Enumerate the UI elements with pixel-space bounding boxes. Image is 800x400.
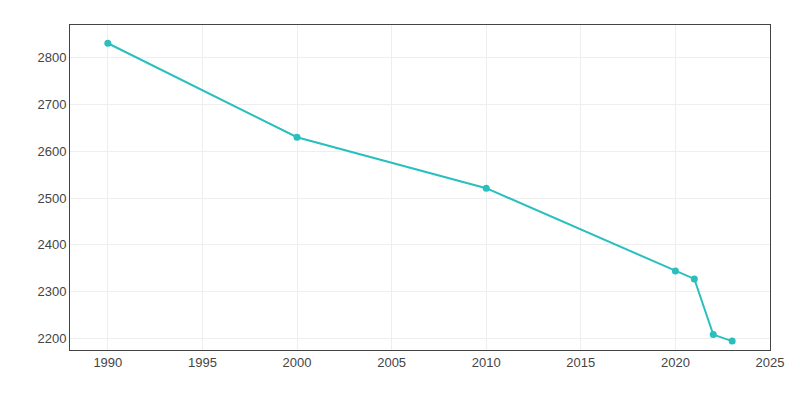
svg-text:2010: 2010 (472, 355, 501, 370)
svg-text:2300: 2300 (37, 284, 66, 299)
svg-text:2600: 2600 (37, 144, 66, 159)
svg-text:2400: 2400 (37, 237, 66, 252)
svg-text:2015: 2015 (566, 355, 595, 370)
svg-text:2025: 2025 (756, 355, 785, 370)
svg-text:2005: 2005 (377, 355, 406, 370)
svg-text:2500: 2500 (37, 191, 66, 206)
svg-text:1990: 1990 (93, 355, 122, 370)
svg-text:2200: 2200 (37, 331, 66, 346)
svg-text:2800: 2800 (37, 50, 66, 65)
svg-text:1995: 1995 (188, 355, 217, 370)
svg-text:2700: 2700 (37, 97, 66, 112)
svg-text:2000: 2000 (283, 355, 312, 370)
svg-text:2020: 2020 (661, 355, 690, 370)
